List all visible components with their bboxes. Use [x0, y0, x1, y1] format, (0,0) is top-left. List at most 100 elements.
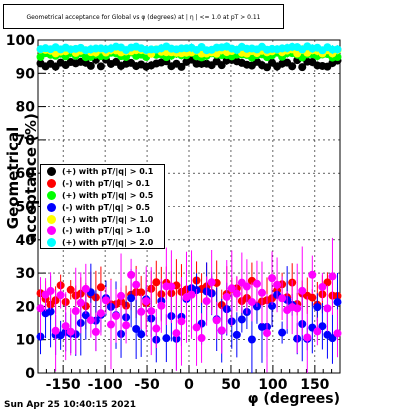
data-point — [152, 324, 161, 333]
legend-marker-icon — [47, 238, 56, 248]
data-point — [257, 288, 266, 297]
data-point — [137, 307, 146, 316]
data-point — [81, 311, 90, 320]
data-point — [167, 282, 176, 291]
data-point — [36, 304, 45, 313]
legend-entry: (+) with pT/|q| > 2.0 — [41, 237, 164, 249]
data-point — [46, 307, 55, 316]
legend-entry: (+) with pT/|q| > 0.5 — [41, 190, 164, 202]
data-point — [303, 333, 312, 342]
data-point — [162, 334, 171, 343]
legend: (+) with pT/|q| > 0.1 (-) with pT/|q| > … — [40, 164, 165, 249]
data-point — [328, 334, 337, 343]
y-tick-label: 40 — [16, 233, 36, 249]
data-point — [288, 62, 297, 71]
data-point — [247, 335, 256, 344]
data-point — [217, 326, 226, 335]
data-point — [157, 301, 166, 310]
x-tick-label: 100 — [258, 377, 287, 393]
legend-label: (+) with pT/|q| > 0.5 — [62, 190, 154, 200]
data-point — [263, 63, 272, 72]
y-tick-label: 10 — [16, 333, 36, 349]
data-point — [137, 288, 146, 297]
data-point — [308, 270, 317, 279]
data-point — [298, 286, 307, 295]
data-point — [132, 280, 141, 289]
chart-title: Geometrical acceptance for Global vs φ (… — [3, 4, 284, 29]
data-point — [278, 294, 287, 303]
y-tick-label: 20 — [16, 299, 36, 315]
data-point — [247, 297, 256, 306]
data-point — [172, 329, 181, 338]
y-axis-label: Geometrical acceptance (%) — [4, 113, 40, 243]
data-point — [197, 334, 206, 343]
data-point — [318, 322, 327, 331]
data-point — [142, 297, 151, 306]
data-point — [222, 292, 231, 301]
data-point — [207, 278, 216, 287]
data-point — [132, 324, 141, 333]
data-point — [137, 330, 146, 339]
legend-marker-icon — [47, 226, 56, 236]
data-point — [46, 286, 55, 295]
data-point — [268, 301, 277, 310]
legend-entry: (-) with pT/|q| > 0.5 — [41, 201, 164, 213]
legend-label: (+) with pT/|q| > 0.1 — [62, 167, 154, 177]
data-point — [112, 311, 121, 320]
legend-entry: (+) with pT/|q| > 0.1 — [41, 166, 164, 178]
data-point — [127, 294, 136, 303]
data-point — [323, 304, 332, 313]
legend-marker-icon — [47, 202, 56, 212]
data-point — [187, 290, 196, 299]
data-point — [177, 317, 186, 326]
legend-marker-icon — [47, 214, 56, 224]
data-point — [66, 327, 75, 336]
data-point — [66, 285, 75, 294]
data-point — [313, 303, 322, 312]
x-axis-label: φ (degrees) — [247, 391, 340, 407]
data-point — [227, 284, 236, 293]
data-point — [308, 293, 317, 302]
legend-entry: (-) with pT/|q| > 1.0 — [41, 225, 164, 237]
data-point — [232, 289, 241, 298]
legend-entry: (+) with pT/|q| > 1.0 — [41, 213, 164, 225]
x-tick-label: -100 — [88, 377, 123, 393]
data-point — [127, 270, 136, 279]
legend-label: (+) with pT/|q| > 2.0 — [62, 238, 154, 248]
data-point — [202, 297, 211, 306]
data-point — [232, 330, 241, 339]
x-tick-label: 50 — [221, 377, 241, 393]
data-point — [293, 304, 302, 313]
y-tick-label: 90 — [16, 66, 36, 82]
data-point — [313, 327, 322, 336]
data-point — [86, 316, 95, 325]
data-point — [318, 282, 327, 291]
data-point — [273, 280, 282, 289]
x-tick-label: -150 — [46, 377, 81, 393]
y-tick-label: 80 — [16, 100, 36, 116]
data-point — [333, 45, 342, 54]
timestamp: Sun Apr 25 10:40:15 2021 — [4, 400, 137, 410]
data-point — [71, 307, 80, 316]
x-tick-label: 0 — [184, 377, 194, 393]
data-point — [298, 63, 307, 72]
data-point — [212, 316, 221, 325]
data-point — [192, 323, 201, 332]
legend-marker-icon — [47, 190, 56, 200]
data-point — [333, 298, 342, 307]
x-tick-label: 150 — [300, 377, 329, 393]
data-point — [252, 279, 261, 288]
y-tick-label: 0 — [25, 366, 35, 382]
data-point — [76, 298, 85, 307]
data-point — [278, 328, 287, 337]
data-point — [268, 274, 277, 283]
y-tick-label: 30 — [16, 266, 36, 282]
data-point — [101, 296, 110, 305]
data-point — [328, 272, 337, 281]
data-point — [96, 309, 105, 318]
data-point — [96, 62, 105, 71]
legend-label: (-) with pT/|q| > 0.5 — [62, 202, 150, 212]
legend-entry: (-) with pT/|q| > 0.1 — [41, 178, 164, 190]
data-point — [147, 307, 156, 316]
